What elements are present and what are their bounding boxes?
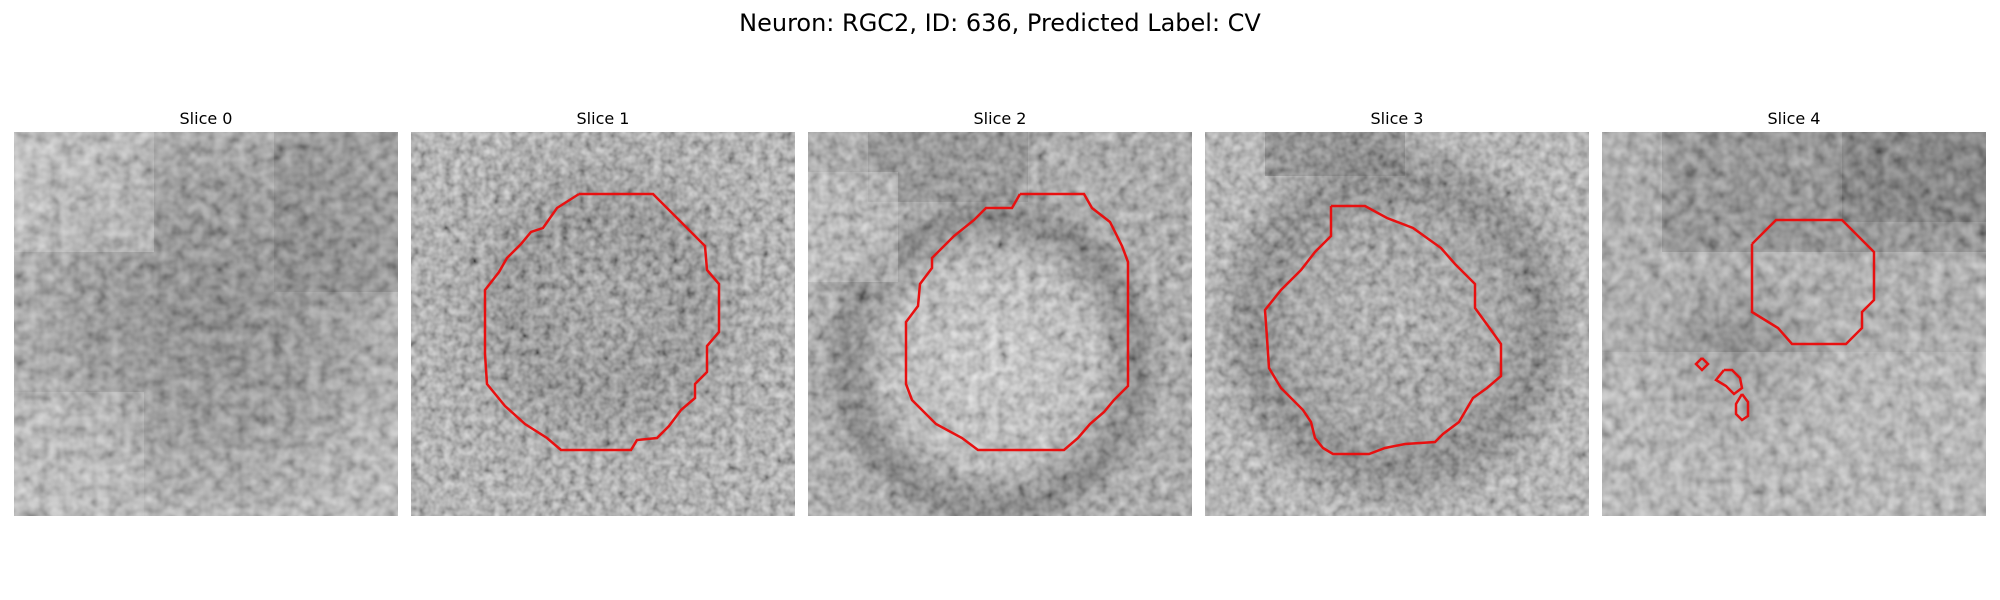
- slice-title-0: Slice 0: [179, 109, 233, 128]
- slice-panel-3: Slice 3: [1205, 108, 1589, 516]
- segmentation-contour-small: [1714, 368, 1744, 396]
- slice-panel-4: Slice 4: [1602, 108, 1986, 516]
- image-noise-texture: [808, 132, 1192, 516]
- segmentation-contour: [1750, 218, 1876, 346]
- slice-image-0: [14, 132, 398, 516]
- slice-panel-1: Slice 1: [411, 108, 795, 516]
- segmentation-contour-small: [1694, 357, 1710, 372]
- segmentation-contour-small: [1734, 393, 1750, 422]
- image-noise-texture: [1602, 132, 1986, 516]
- slice-image-3: [1205, 132, 1589, 516]
- image-noise-texture: [411, 132, 795, 516]
- figure-title: Neuron: RGC2, ID: 636, Predicted Label: …: [739, 9, 1261, 37]
- slice-image-4: [1602, 132, 1986, 516]
- image-noise-texture: [14, 132, 398, 516]
- slice-image-2: [808, 132, 1192, 516]
- slice-panel-0: Slice 0: [14, 108, 398, 516]
- segmentation-contour: [483, 192, 721, 452]
- segmentation-contour: [1263, 204, 1503, 456]
- slice-title-1: Slice 1: [576, 109, 630, 128]
- slice-title-2: Slice 2: [973, 109, 1027, 128]
- slice-title-4: Slice 4: [1767, 109, 1821, 128]
- slice-title-3: Slice 3: [1370, 109, 1424, 128]
- slice-image-1: [411, 132, 795, 516]
- slice-panel-2: Slice 2: [808, 108, 1192, 516]
- segmentation-contour: [904, 192, 1130, 452]
- image-noise-texture: [1205, 132, 1589, 516]
